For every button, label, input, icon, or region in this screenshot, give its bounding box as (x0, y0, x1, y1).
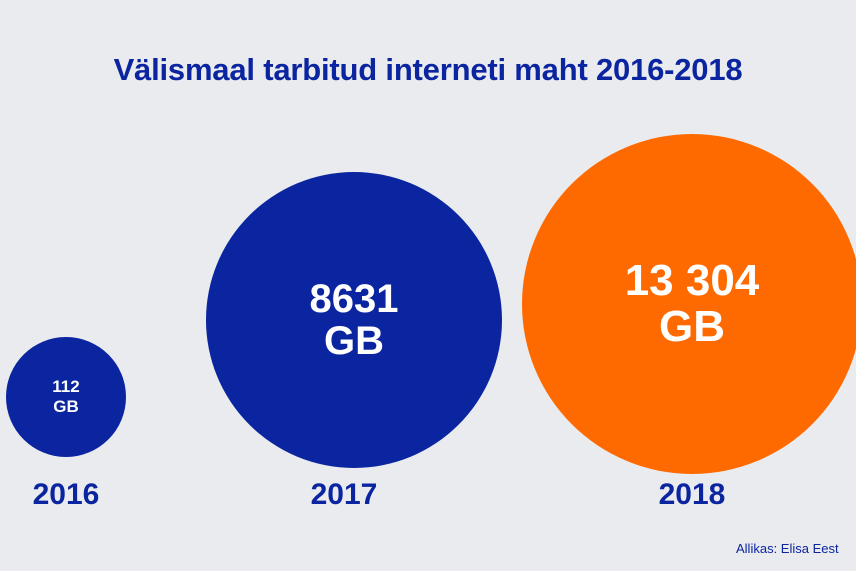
bubble-2017-value: 8631 (309, 277, 399, 321)
year-label-2017: 2017 (310, 478, 378, 511)
bubble-2016: 112 GB (6, 337, 126, 457)
chart-title: Välismaal tarbitud interneti maht 2016-2… (113, 52, 743, 87)
bubble-2016-value: 112 (52, 377, 80, 396)
bubble-2018-value: 13 304 (624, 256, 760, 305)
bubble-2016-unit: GB (53, 397, 79, 416)
year-label-2018: 2018 (658, 478, 726, 511)
bubble-2017-unit: GB (324, 319, 384, 363)
bubble-2018-unit: GB (659, 302, 725, 351)
source-note: Allikas: Elisa Eest (736, 541, 839, 556)
bubble-2018: 13 304 GB (522, 134, 856, 474)
year-label-2016: 2016 (32, 478, 100, 511)
bubble-2017: 8631 GB (206, 172, 502, 468)
